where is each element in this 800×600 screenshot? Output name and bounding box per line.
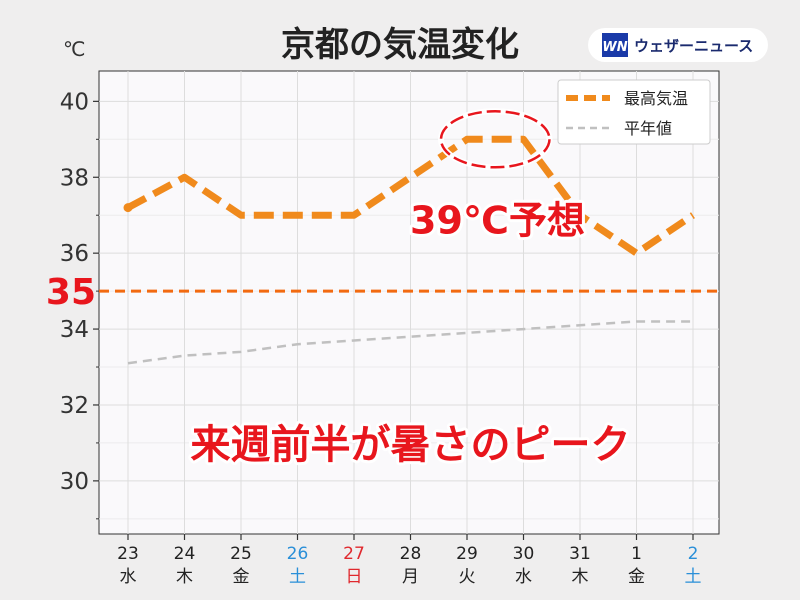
highlight-group [438, 108, 553, 171]
x-tick-day: 2 [688, 544, 699, 564]
wn-logo-icon [602, 33, 628, 57]
x-tick-weekday: 金 [233, 567, 250, 587]
x-tick-day: 29 [456, 544, 478, 564]
x-tick-weekday: 月 [402, 567, 419, 587]
x-tick-day: 23 [117, 544, 139, 564]
series-lines [123, 135, 695, 365]
series-line-1 [127, 320, 693, 365]
legend-label-max: 最高気温 [624, 89, 688, 108]
x-tick-weekday: 金 [628, 567, 645, 587]
x-tick-day: 26 [287, 544, 309, 564]
legend: 最高気温 平年値 [557, 79, 711, 145]
grid-lines [99, 71, 719, 534]
brand-mark: WN [602, 40, 627, 55]
brand-name: ウェザーニュース [634, 37, 753, 55]
x-tick-day: 28 [400, 544, 422, 564]
weathernews-logo: WN ウェザーニュース [588, 28, 768, 62]
y-tick-label: 36 [60, 241, 89, 267]
x-tick-weekday: 日 [346, 567, 363, 587]
x-tick-day: 24 [174, 544, 196, 564]
x-tick-day: 31 [569, 544, 591, 564]
x-tick-day: 25 [230, 544, 252, 564]
legend-label-normal: 平年値 [624, 119, 672, 138]
x-tick-day: 30 [513, 544, 535, 564]
x-tick-weekday: 土 [289, 567, 306, 587]
y-tick-label: 34 [60, 317, 89, 343]
annotation-0: 39℃予想 [410, 198, 585, 242]
highlight-ellipse [439, 110, 551, 169]
x-tick-weekday: 木 [572, 567, 589, 587]
x-tick-weekday: 火 [459, 567, 476, 587]
y-axis-ticks: 30 32 34 36 38 40 [60, 89, 99, 520]
y-tick-label: 38 [60, 165, 89, 191]
x-tick-day: 27 [343, 544, 365, 564]
annotation-1: 来週前半が暑さのピーク [191, 422, 631, 468]
x-tick-weekday: 水 [120, 567, 137, 587]
y-tick-label: 40 [60, 89, 89, 115]
y-tick-label: 32 [60, 393, 89, 419]
x-tick-weekday: 水 [515, 567, 532, 587]
threshold-group: 35 [46, 272, 719, 313]
y-tick-label: 30 [60, 469, 89, 495]
x-tick-weekday: 木 [176, 567, 193, 587]
y-axis-unit: ℃ [63, 37, 85, 61]
x-tick-weekday: 土 [685, 567, 702, 587]
plot-area [98, 70, 720, 535]
x-axis-ticks: 23 水 24 木 25 金 26 土 27 日 28 月 29 火 30 水 31 木 1 金 2 土 [117, 534, 702, 587]
chart-title: 京都の気温変化 [281, 25, 519, 65]
x-tick-day: 1 [631, 544, 642, 564]
series-line-0 [126, 135, 695, 257]
threshold-label: 35 [46, 272, 96, 313]
series-start-point [123, 203, 133, 213]
